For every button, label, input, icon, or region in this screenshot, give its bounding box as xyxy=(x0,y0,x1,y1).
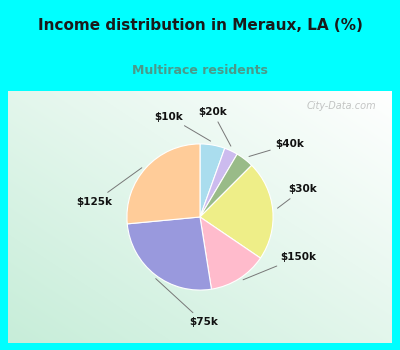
Text: $20k: $20k xyxy=(198,107,231,146)
Text: City-Data.com: City-Data.com xyxy=(307,101,377,111)
Wedge shape xyxy=(200,144,225,217)
Text: Income distribution in Meraux, LA (%): Income distribution in Meraux, LA (%) xyxy=(38,18,362,33)
Wedge shape xyxy=(200,148,237,217)
Wedge shape xyxy=(127,144,200,224)
Wedge shape xyxy=(200,165,273,258)
Text: Multirace residents: Multirace residents xyxy=(132,64,268,77)
Text: $30k: $30k xyxy=(278,184,317,208)
Wedge shape xyxy=(200,217,260,289)
Text: $40k: $40k xyxy=(249,139,304,156)
Text: $125k: $125k xyxy=(77,168,142,207)
Text: $75k: $75k xyxy=(156,279,218,327)
Text: $10k: $10k xyxy=(154,112,211,141)
Text: $150k: $150k xyxy=(243,252,316,280)
Wedge shape xyxy=(127,217,212,290)
Wedge shape xyxy=(200,154,252,217)
